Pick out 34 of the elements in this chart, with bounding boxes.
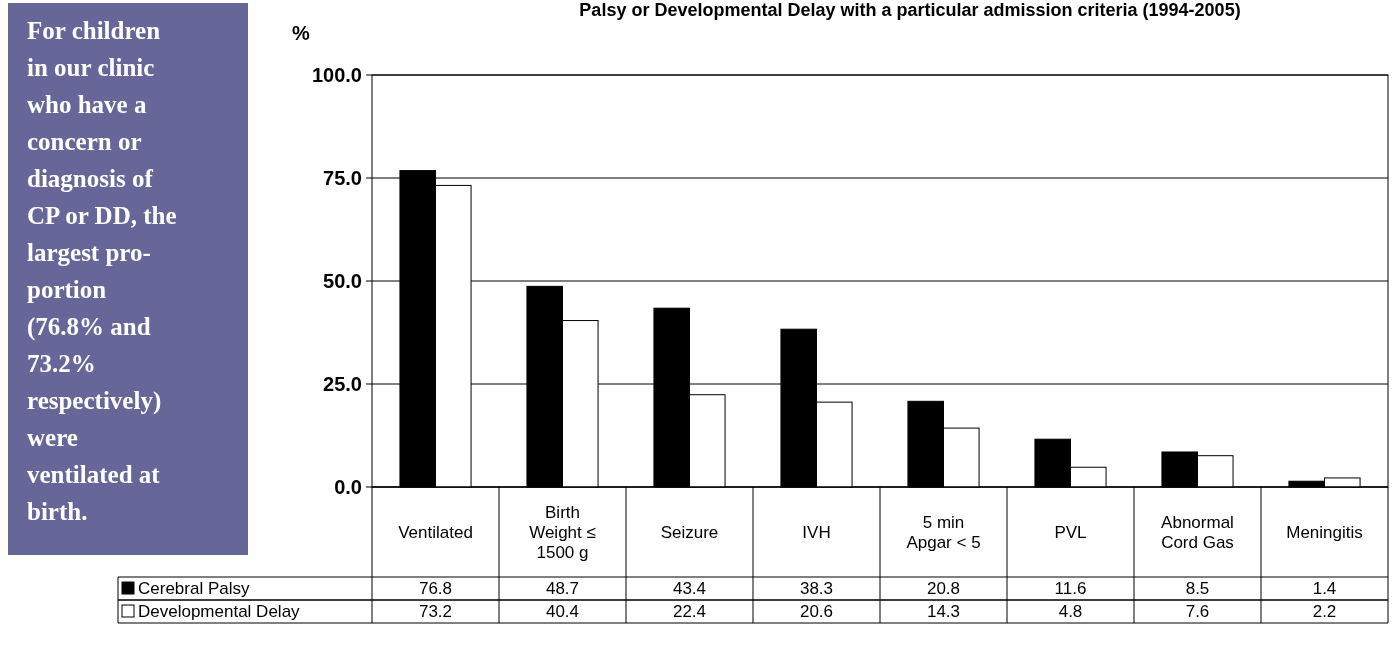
y-tick-label: 100.0: [311, 64, 362, 86]
data-label: 11.6: [1054, 579, 1087, 599]
data-label: 1.4: [1312, 579, 1337, 599]
y-tick-label: 25.0: [323, 373, 362, 395]
data-label: 73.2: [418, 602, 453, 622]
x-tick-label: Meningitis: [1286, 522, 1363, 542]
legend-label: Developmental Delay: [138, 602, 301, 622]
data-label: 20.8: [926, 579, 961, 599]
data-label: 48.7: [545, 579, 580, 599]
x-tick-label: 5 min Apgar < 5: [906, 512, 981, 552]
x-tick-label: Seizure: [660, 522, 719, 542]
x-tick-label: Abnormal Cord Gas: [1161, 512, 1234, 552]
x-tick-label: Birth Weight ≤ 1500 g: [529, 502, 596, 562]
y-tick-label: 75.0: [323, 167, 362, 189]
y-tick-label: 50.0: [323, 270, 362, 292]
data-label: 8.5: [1185, 579, 1210, 599]
data-label: 22.4: [672, 602, 707, 622]
data-label: 76.8: [418, 579, 453, 599]
data-label: 40.4: [545, 602, 580, 622]
data-label: 20.6: [799, 602, 834, 622]
data-label: 2.2: [1312, 602, 1337, 622]
data-label: 7.6: [1185, 602, 1210, 622]
y-axis-title: %: [292, 22, 310, 44]
y-tick-label: 0.0: [334, 476, 362, 498]
data-label: 38.3: [799, 579, 834, 599]
x-tick-label: IVH: [802, 522, 831, 542]
legend-label: Cerebral Palsy: [138, 579, 250, 599]
data-label: 4.8: [1058, 602, 1083, 622]
data-label: 14.3: [926, 602, 961, 622]
data-label: 43.4: [672, 579, 707, 599]
text: For children in our clinic who have a concern or diagnosis of CP or DD, the largest pro- portion (76.8% and 73.2% respectively) were ventilated at birth.: [27, 17, 177, 525]
x-tick-label: PVL: [1054, 522, 1087, 542]
x-tick-label: Ventilated: [398, 522, 473, 542]
chart-title: Palsy or Developmental Delay with a particular admission criteria (1994-2005): [579, 0, 1241, 20]
